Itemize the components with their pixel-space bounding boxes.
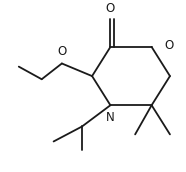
Text: N: N [106, 111, 115, 124]
Text: O: O [106, 2, 115, 15]
Text: O: O [164, 39, 174, 52]
Text: O: O [57, 45, 66, 58]
